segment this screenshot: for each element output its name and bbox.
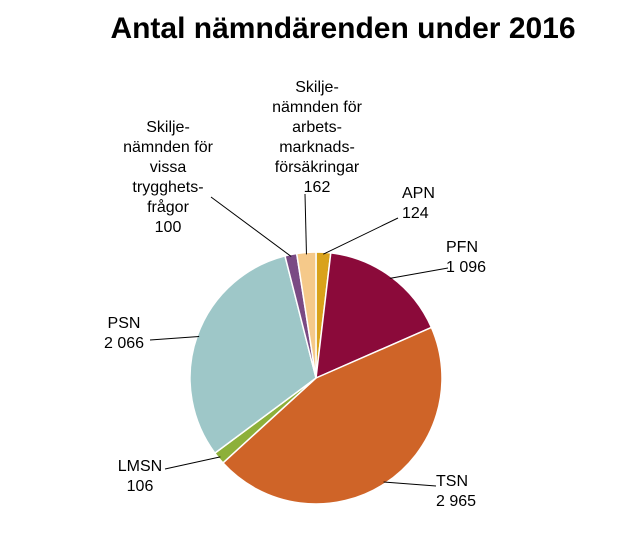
slice-name-line-lmsn: LMSN [118, 458, 162, 475]
pie-slices [189, 251, 443, 505]
leader-line-apn [323, 217, 399, 255]
chart-title: Antal nämndärenden under 2016 [110, 12, 575, 45]
slice-label-pfn: PFN 1 096 [446, 239, 486, 276]
slice-name-line-safk: nämnden för [272, 99, 363, 116]
slice-name-line-safk: arbets- [292, 119, 342, 136]
slice-name-line-psn: PSN [108, 315, 141, 332]
slice-name-line-pfn: PFN [446, 239, 478, 256]
leader-line-svtf [210, 196, 292, 257]
slice-name-line-svtf: Skilje- [146, 119, 190, 136]
slice-name-line-safk: Skilje- [295, 79, 339, 96]
slice-value-safk: 162 [304, 179, 331, 196]
slice-label-svtf: Skilje-nämnden för vissa trygghets-frågor 1… [123, 119, 214, 236]
pie-slice-pfn [315, 252, 433, 380]
leader-line-psn [149, 335, 200, 341]
slice-value-lmsn: 106 [127, 478, 154, 495]
slice-name-line-svtf: frågor [147, 198, 189, 216]
slice-label-apn: APN 124 [402, 185, 435, 222]
slice-name-line-safk: marknads- [279, 139, 355, 156]
slice-name-line-safk: försäkringar [275, 159, 360, 176]
leader-line-pfn [389, 267, 449, 279]
leader-lines [149, 193, 449, 487]
slice-labels: APN 124 PFN 1 096 TSN 2 965 LMSN 106 PSN 2 066 Ski… [104, 79, 486, 510]
slice-value-psn: 2 066 [104, 335, 144, 352]
slice-label-psn: PSN 2 066 [104, 315, 144, 352]
slice-name-line-tsn: TSN [436, 473, 468, 490]
slice-value-tsn: 2 965 [436, 493, 476, 510]
slice-label-tsn: TSN 2 965 [436, 473, 476, 510]
pie-slice-psn [189, 254, 317, 455]
slice-value-apn: 124 [402, 205, 429, 222]
slice-name-line-apn: APN [402, 185, 435, 202]
slice-name-line-svtf: trygghets- [132, 179, 203, 196]
slice-value-svtf: 100 [155, 219, 182, 236]
pie-slice-tsn [221, 326, 443, 505]
slice-name-line-svtf: nämnden för [123, 139, 214, 156]
slice-name-line-svtf: vissa [150, 159, 187, 176]
leader-line-tsn [383, 481, 437, 487]
leader-line-safk [304, 193, 307, 255]
leader-line-lmsn [164, 456, 221, 470]
slice-label-safk: Skilje-nämnden för arbets-marknads-försäk… [272, 79, 363, 196]
slice-value-pfn: 1 096 [446, 259, 486, 276]
slice-label-lmsn: LMSN 106 [118, 458, 162, 495]
